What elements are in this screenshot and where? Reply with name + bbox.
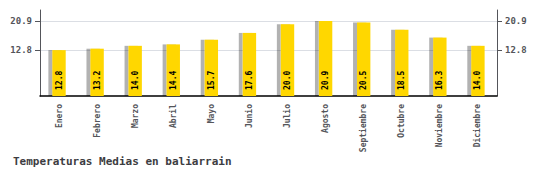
svg-text:14.4: 14.4 bbox=[169, 71, 178, 90]
svg-text:12.8: 12.8 bbox=[10, 45, 32, 55]
svg-text:20.0: 20.0 bbox=[283, 71, 292, 90]
svg-text:15.7: 15.7 bbox=[207, 71, 216, 90]
svg-text:Abril: Abril bbox=[168, 104, 178, 128]
svg-text:20.9: 20.9 bbox=[505, 16, 527, 26]
svg-text:Septiembre: Septiembre bbox=[358, 104, 368, 152]
svg-text:Marzo: Marzo bbox=[131, 104, 140, 128]
svg-text:Junio: Junio bbox=[244, 104, 254, 128]
svg-text:Enero: Enero bbox=[55, 104, 64, 128]
svg-text:14.0: 14.0 bbox=[131, 71, 140, 90]
svg-text:Mayo: Mayo bbox=[207, 104, 216, 123]
svg-text:Agosto: Agosto bbox=[321, 104, 330, 133]
svg-text:Octubre: Octubre bbox=[397, 104, 406, 138]
svg-text:Diciembre: Diciembre bbox=[472, 104, 482, 148]
svg-text:Temperaturas Medias en baliarr: Temperaturas Medias en baliarrain bbox=[13, 155, 232, 168]
svg-text:20.9: 20.9 bbox=[10, 16, 32, 26]
svg-text:12.8: 12.8 bbox=[55, 71, 64, 90]
svg-text:20.9: 20.9 bbox=[321, 71, 330, 90]
svg-text:20.5: 20.5 bbox=[359, 71, 368, 90]
svg-text:12.8: 12.8 bbox=[505, 45, 527, 55]
svg-text:17.6: 17.6 bbox=[245, 71, 254, 90]
svg-text:18.5: 18.5 bbox=[397, 71, 406, 90]
svg-text:16.3: 16.3 bbox=[435, 71, 444, 90]
svg-text:Julio: Julio bbox=[282, 104, 292, 128]
svg-text:14.0: 14.0 bbox=[473, 71, 482, 90]
svg-text:13.2: 13.2 bbox=[93, 71, 102, 90]
svg-text:Noviembre: Noviembre bbox=[434, 104, 444, 148]
svg-text:Febrero: Febrero bbox=[93, 104, 102, 138]
